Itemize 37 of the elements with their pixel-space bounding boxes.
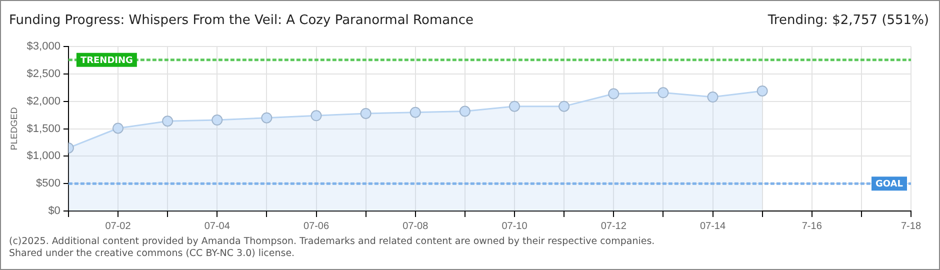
text: Shared under the creative commons (CC BY-NC 3.0) license. <box>9 248 295 259</box>
ref-line-label: TRENDING <box>80 56 133 66</box>
point <box>261 112 272 124</box>
point <box>756 85 768 96</box>
chart-title: Funding Progress: Whispers From the Veil: A Cozy Paranormal Romance <box>9 13 474 28</box>
y-tick-label: $1,500 <box>26 122 60 135</box>
y-tick-label: $0 <box>48 205 60 218</box>
x-tick-label: 7-18 <box>900 220 922 232</box>
x-tick-label: 07-14 <box>700 220 726 232</box>
x-tick-label: 07-02 <box>105 220 132 232</box>
point <box>212 114 223 126</box>
point <box>112 122 124 134</box>
x-tick-label: 07-06 <box>303 220 330 232</box>
point <box>410 106 421 118</box>
y-tick-label: $2,000 <box>26 95 60 108</box>
y-axis-title: PLEDGED <box>8 106 19 150</box>
y-tick-label: $500 <box>36 178 60 190</box>
text: (c)2025. Additional content provided by Amanda Thompson. Trademarks and related content are owned by their respective companies. <box>9 236 655 247</box>
point <box>310 110 322 122</box>
point <box>162 116 174 127</box>
x-tick-label: 07-10 <box>502 220 528 232</box>
point <box>459 106 470 117</box>
point <box>360 108 372 119</box>
x-tick-label: 07-12 <box>600 220 627 232</box>
ref-line-label: GOAL <box>876 179 904 190</box>
y-tick-label: $1,000 <box>26 150 60 162</box>
point <box>509 100 520 112</box>
point <box>558 100 570 112</box>
text: Trending: $2,757 (551%) <box>768 13 929 28</box>
y-tick-label: $3,000 <box>26 40 60 53</box>
x-tick-label: 07-04 <box>204 220 230 232</box>
x-tick-label: 7-16 <box>802 220 822 232</box>
x-tick-label: 07-08 <box>402 220 429 232</box>
y-tick-label: $2,500 <box>26 68 60 80</box>
point <box>707 92 718 103</box>
point <box>608 88 620 100</box>
point <box>658 87 669 98</box>
